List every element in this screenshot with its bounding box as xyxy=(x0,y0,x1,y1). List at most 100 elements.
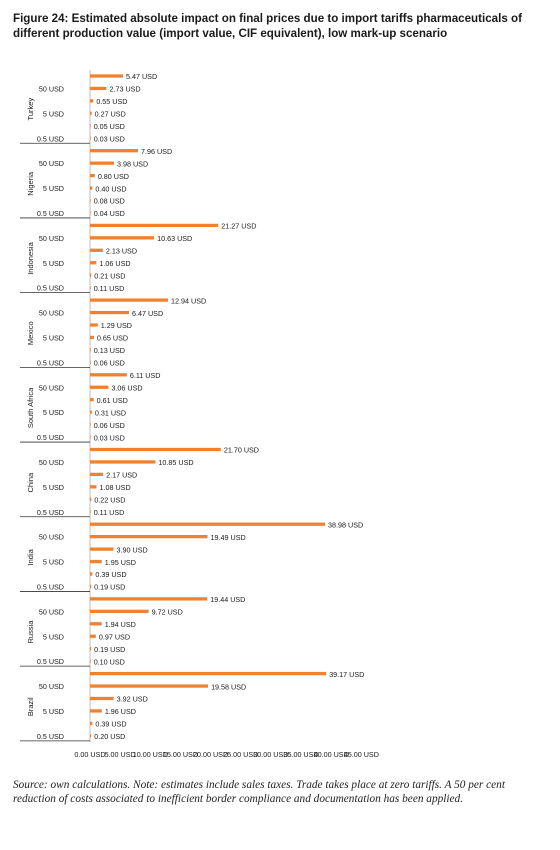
bar xyxy=(90,422,91,427)
data-label: 0.21 USD xyxy=(94,271,125,280)
category-label: 5 USD xyxy=(43,707,64,716)
data-label: 0.22 USD xyxy=(94,496,125,505)
category-label: 5 USD xyxy=(43,483,64,492)
bar xyxy=(90,647,92,651)
bar xyxy=(90,597,208,601)
data-label: 5.47 USD xyxy=(126,72,157,81)
data-label: 21.27 USD xyxy=(221,222,256,231)
data-label: 2.17 USD xyxy=(106,471,137,480)
data-label: 1.08 USD xyxy=(100,483,131,492)
bar xyxy=(90,211,91,215)
country-label: Mexico xyxy=(26,321,35,345)
category-label: 5 USD xyxy=(43,333,64,342)
bar xyxy=(90,99,94,103)
category-label: 5 USD xyxy=(43,109,64,118)
bar xyxy=(90,460,156,464)
source-note: Source: own calculations. Note: estimate… xyxy=(13,779,505,805)
data-label: 0.06 USD xyxy=(94,359,125,368)
category-label: 50 USD xyxy=(39,458,64,467)
bar xyxy=(90,124,91,128)
bar xyxy=(90,410,92,414)
data-label: 19.58 USD xyxy=(211,682,246,691)
bar xyxy=(90,186,93,190)
bar xyxy=(90,360,91,364)
bar xyxy=(90,136,91,140)
category-label: 5 USD xyxy=(43,184,64,193)
data-label: 19.49 USD xyxy=(211,533,246,542)
country-label: China xyxy=(26,472,35,492)
country-label: South Africa xyxy=(26,387,35,428)
bar xyxy=(90,273,92,277)
data-label: 0.04 USD xyxy=(94,209,125,218)
bar xyxy=(90,447,221,452)
bar xyxy=(90,335,94,340)
data-label: 0.80 USD xyxy=(98,172,129,181)
data-label: 9.72 USD xyxy=(152,608,183,617)
data-label: 1.06 USD xyxy=(99,259,130,268)
category-label: 50 USD xyxy=(39,84,64,93)
x-tick-label: 35.00 USD xyxy=(283,750,318,759)
bar xyxy=(90,323,98,327)
data-label: 10.63 USD xyxy=(157,234,192,243)
x-tick-label: 25.00 USD xyxy=(223,750,258,759)
chart-title: Figure 24: Estimated absolute impact on … xyxy=(13,12,522,40)
bar xyxy=(90,696,114,701)
bar xyxy=(90,310,130,315)
data-label: 3.06 USD xyxy=(111,383,142,392)
data-label: 0.31 USD xyxy=(95,408,126,417)
country-label: Russia xyxy=(26,620,35,644)
bar xyxy=(90,398,94,402)
category-label: 50 USD xyxy=(39,383,64,392)
bar xyxy=(90,634,96,638)
category-label: 0.5 USD xyxy=(37,433,64,442)
category-label: 0.5 USD xyxy=(37,284,64,293)
data-label: 0.11 USD xyxy=(94,508,125,517)
bar xyxy=(90,472,104,477)
x-tick-label: 45.00 USD xyxy=(344,750,379,759)
data-label: 1.29 USD xyxy=(101,321,132,330)
bar xyxy=(90,572,93,576)
category-label: 50 USD xyxy=(39,682,64,691)
x-tick-label: 5.00 USD xyxy=(105,750,136,759)
data-label: 38.98 USD xyxy=(328,520,363,529)
data-label: 39.17 USD xyxy=(329,670,364,679)
bar xyxy=(90,236,155,240)
category-label: 0.5 USD xyxy=(37,732,64,741)
x-tick-label: 20.00 USD xyxy=(193,750,228,759)
data-label: 0.03 USD xyxy=(94,433,125,442)
data-label: 0.19 USD xyxy=(94,645,125,654)
bar xyxy=(90,559,102,564)
bar xyxy=(90,149,138,153)
data-label: 0.03 USD xyxy=(94,134,125,143)
bar xyxy=(90,173,95,178)
bar xyxy=(90,671,327,676)
category-label: 50 USD xyxy=(39,159,64,168)
bar xyxy=(90,547,114,551)
data-label: 7.96 USD xyxy=(141,147,172,156)
data-label: 0.08 USD xyxy=(94,197,125,206)
bar xyxy=(90,734,92,738)
data-label: 0.06 USD xyxy=(94,421,125,430)
bar xyxy=(90,111,92,115)
category-label: 50 USD xyxy=(39,607,64,616)
bar xyxy=(90,261,97,265)
category-label: 0.5 USD xyxy=(37,209,64,218)
data-label: 0.10 USD xyxy=(94,657,125,666)
bar xyxy=(90,485,97,489)
bar xyxy=(90,86,107,91)
bar xyxy=(90,298,169,302)
data-label: 6.11 USD xyxy=(130,371,161,380)
category-label: 0.5 USD xyxy=(37,134,64,143)
data-label: 1.96 USD xyxy=(105,707,136,716)
bar xyxy=(90,435,91,439)
bar xyxy=(90,385,109,389)
category-label: 5 USD xyxy=(43,632,64,641)
data-label: 21.70 USD xyxy=(224,446,259,455)
country-label: Brazil xyxy=(26,697,35,716)
category-label: 5 USD xyxy=(43,408,64,417)
data-label: 0.39 USD xyxy=(95,570,126,579)
bar xyxy=(90,622,102,626)
bar xyxy=(90,161,114,165)
data-label: 3.90 USD xyxy=(117,545,148,554)
bar xyxy=(90,684,209,688)
